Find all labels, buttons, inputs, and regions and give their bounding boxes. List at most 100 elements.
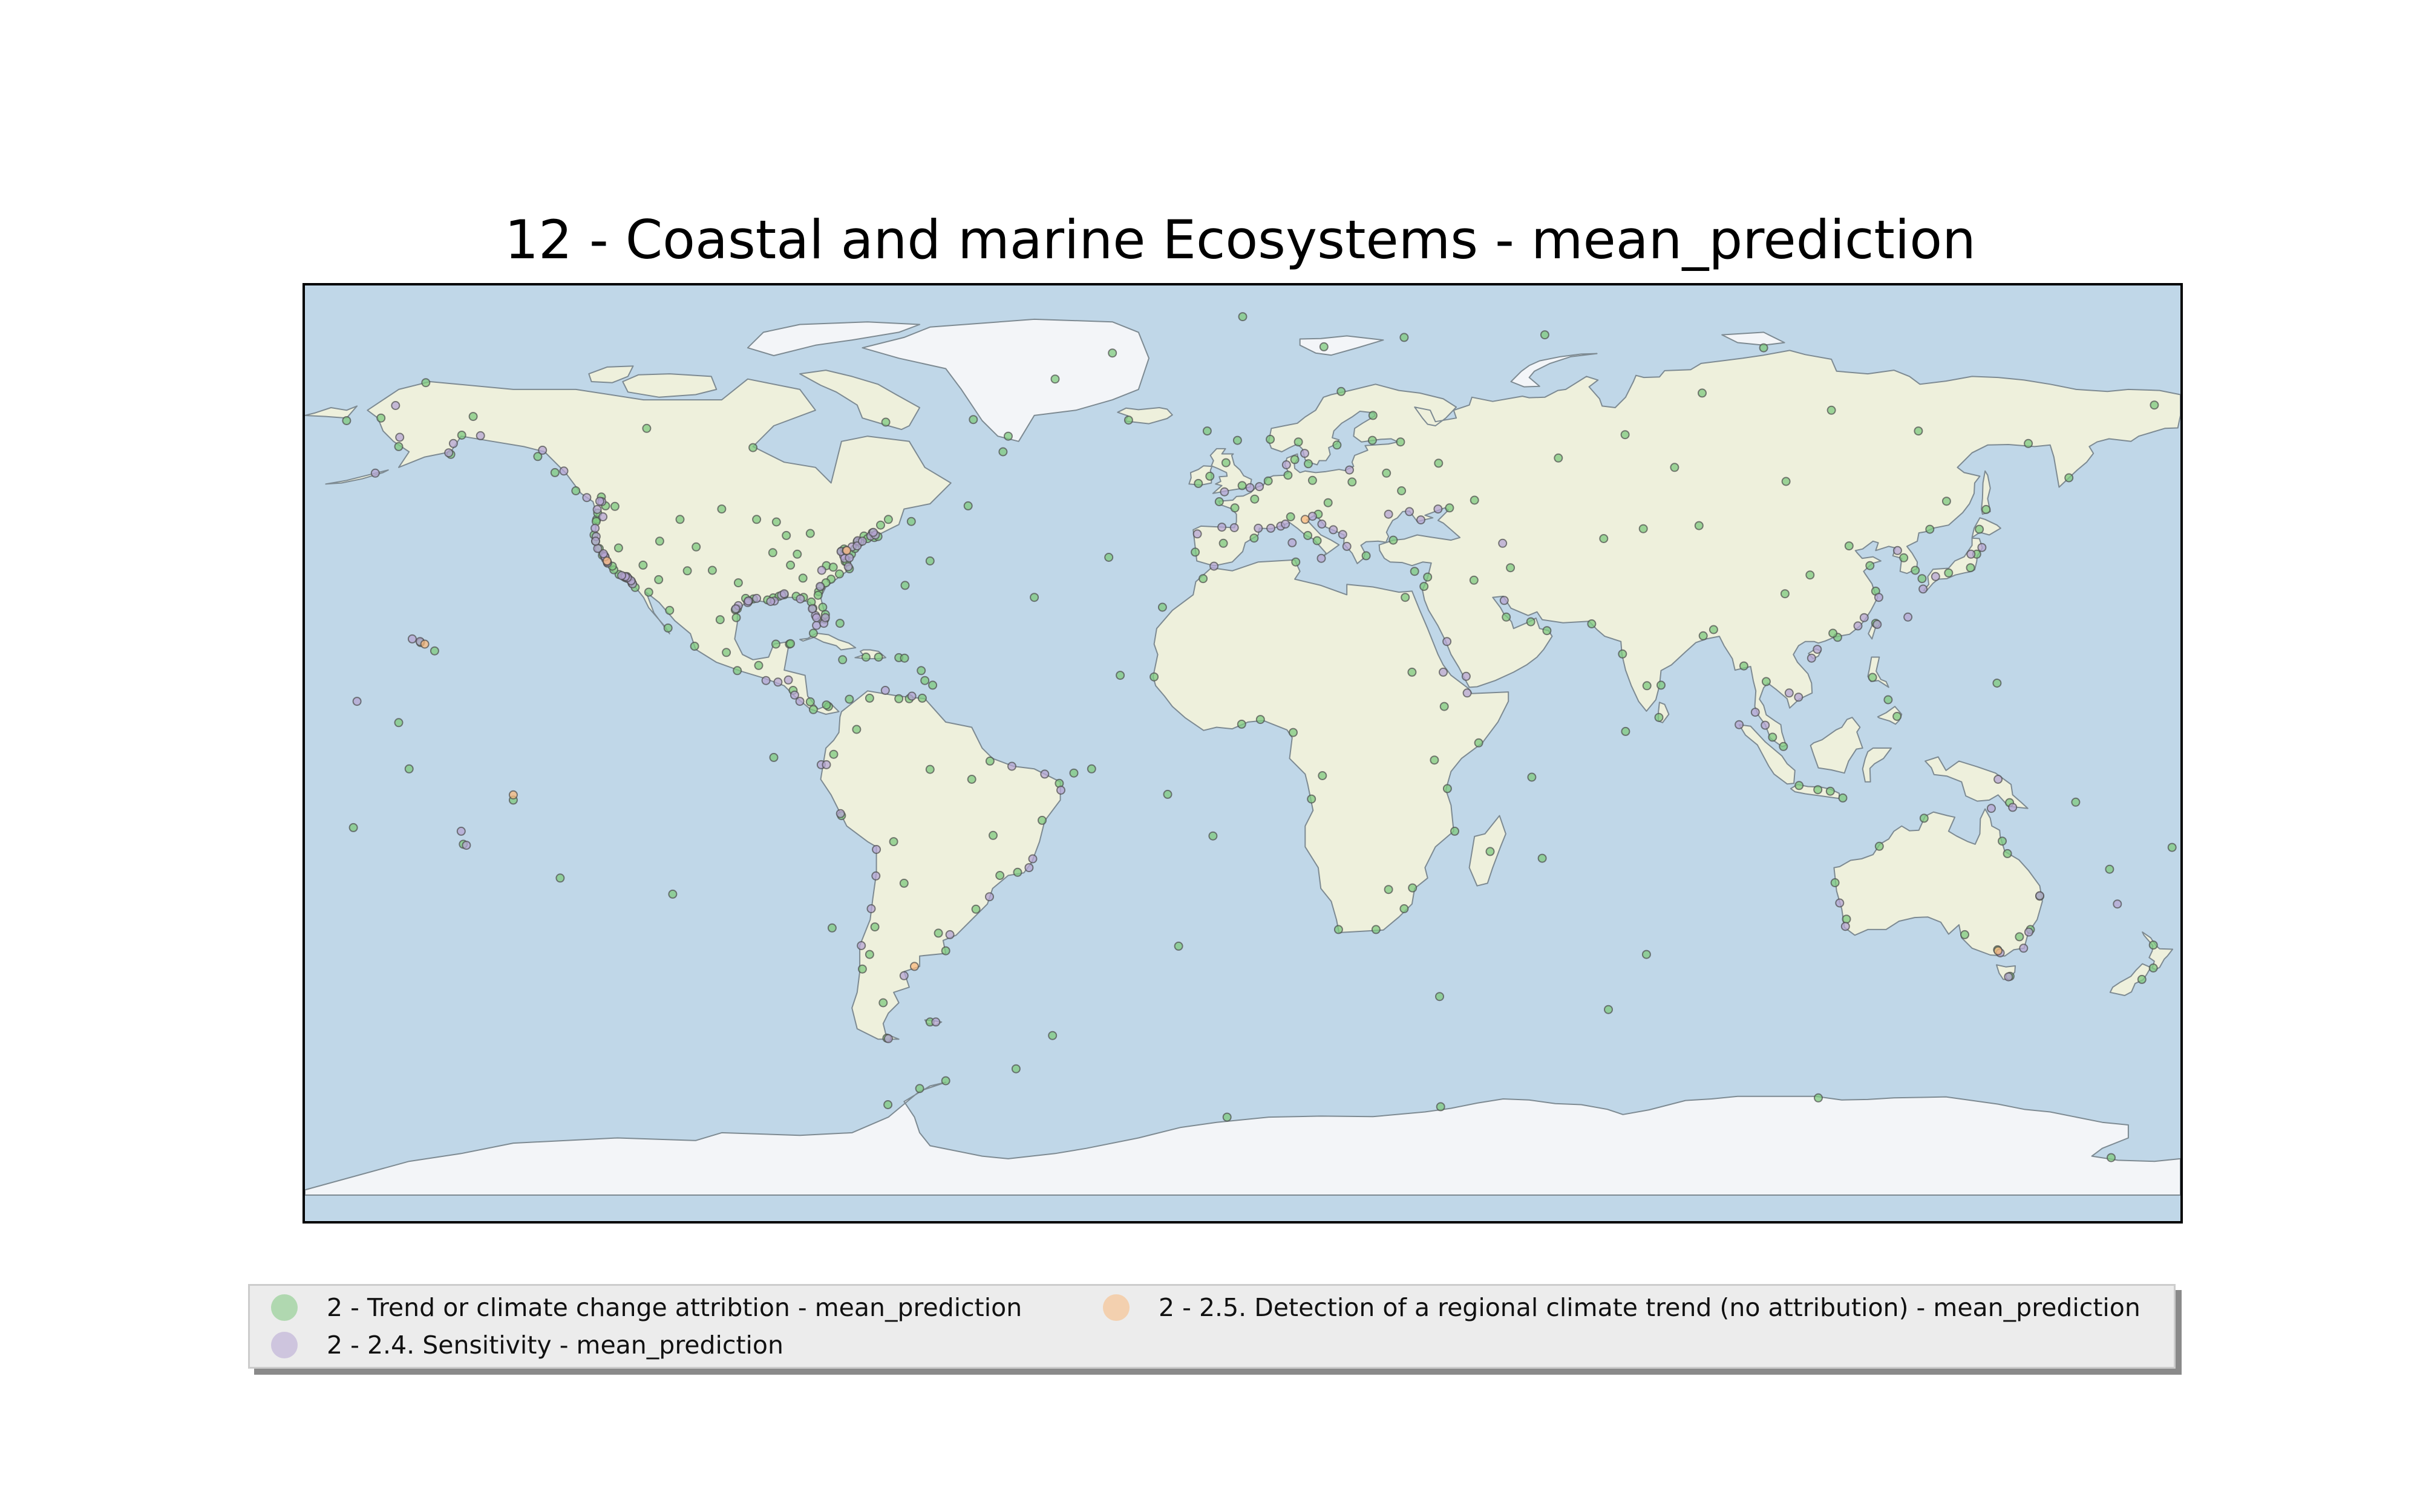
point-trend <box>707 565 717 575</box>
point-trend <box>985 756 995 766</box>
point-sensitivity <box>1442 637 1452 647</box>
point-trend <box>1116 671 1125 680</box>
point-trend <box>754 660 764 670</box>
point-trend <box>430 646 439 656</box>
point-trend <box>1401 593 1410 602</box>
point-trend <box>733 666 742 676</box>
point-sensitivity <box>783 675 793 685</box>
point-trend <box>900 653 909 663</box>
point-sensitivity <box>1229 523 1239 532</box>
legend-marker-trend <box>271 1294 298 1321</box>
point-trend <box>1621 726 1630 736</box>
point-trend <box>1436 1102 1445 1112</box>
point-trend <box>1506 563 1516 573</box>
point-trend <box>638 560 648 570</box>
point-trend <box>1439 702 1449 711</box>
point-trend <box>1526 617 1535 627</box>
point-detection <box>1300 515 1310 524</box>
point-trend <box>865 950 874 959</box>
point-trend <box>894 694 904 703</box>
point-sensitivity <box>1903 612 1913 622</box>
point-sensitivity <box>1281 520 1290 529</box>
point-trend <box>1914 426 1923 436</box>
point-trend <box>1445 503 1454 513</box>
point-sensitivity <box>391 401 401 410</box>
point-trend <box>348 823 358 832</box>
point-trend <box>1318 771 1327 780</box>
land-banks-island <box>588 365 634 383</box>
point-trend <box>835 569 844 579</box>
point-sensitivity <box>352 697 362 706</box>
point-trend <box>1347 477 1357 487</box>
point-sensitivity <box>1761 720 1770 730</box>
point-sensitivity <box>448 438 458 448</box>
point-trend <box>1469 575 1479 585</box>
point-trend <box>722 648 731 657</box>
point-trend <box>457 431 466 440</box>
point-trend <box>1642 681 1652 691</box>
point-sensitivity <box>1217 523 1227 532</box>
point-trend <box>1709 625 1718 634</box>
point-sensitivity <box>899 971 909 980</box>
point-sensitivity <box>843 562 853 572</box>
point-trend <box>963 501 973 510</box>
point-sensitivity <box>1220 487 1229 497</box>
legend-item-detection: 2 - 2.5. Detection of a regional climate… <box>1103 1293 2140 1322</box>
point-sensitivity <box>1499 596 1509 605</box>
point-sensitivity <box>1345 465 1354 475</box>
point-trend <box>1194 478 1203 488</box>
point-trend <box>1794 781 1804 790</box>
world-map <box>305 285 2180 1221</box>
point-trend <box>1289 728 1298 737</box>
point-trend <box>2137 974 2147 984</box>
point-sensitivity <box>1784 688 1794 698</box>
point-trend <box>1087 764 1096 774</box>
land-kamchatka-island-dummy <box>305 405 358 419</box>
point-trend <box>1048 1031 1058 1040</box>
point-trend <box>1123 415 1133 425</box>
point-sensitivity <box>1498 538 1508 548</box>
point-sensitivity <box>595 497 604 506</box>
point-trend <box>1434 458 1444 468</box>
point-trend <box>1874 841 1884 851</box>
point-trend <box>989 830 998 840</box>
point-trend <box>1237 719 1246 729</box>
point-trend <box>2024 438 2033 448</box>
point-trend <box>906 516 916 526</box>
point-trend <box>857 964 867 974</box>
point-trend <box>1485 847 1495 856</box>
point-trend <box>1038 815 1047 825</box>
point-trend <box>1618 649 1627 659</box>
point-sensitivity <box>1807 653 1816 663</box>
point-trend <box>1214 497 1224 506</box>
point-trend <box>1286 512 1295 521</box>
point-trend <box>1450 826 1459 836</box>
point-trend <box>827 923 837 933</box>
point-sensitivity <box>1462 688 1472 698</box>
point-trend <box>1307 475 1317 485</box>
point-trend <box>1781 477 1791 486</box>
point-trend <box>1813 785 1823 795</box>
point-trend <box>928 680 938 690</box>
point-trend <box>1998 836 2007 846</box>
point-trend <box>1844 541 1854 551</box>
point-sensitivity <box>866 904 876 913</box>
point-sensitivity <box>1874 593 1883 602</box>
point-sensitivity <box>779 589 789 599</box>
legend-item-sensitivity: 2 - 2.4. Sensitivity - mean_prediction <box>271 1331 783 1360</box>
point-trend <box>1191 547 1200 557</box>
point-trend <box>1238 312 1248 322</box>
point-trend <box>533 452 543 461</box>
point-trend <box>2064 473 2074 483</box>
point-trend <box>881 417 891 427</box>
land-greenland <box>862 318 1150 442</box>
point-sensitivity <box>790 690 799 700</box>
point-trend <box>920 676 930 685</box>
point-trend <box>771 639 780 649</box>
point-trend <box>883 1100 893 1109</box>
point-sensitivity <box>836 809 845 818</box>
point-sensitivity <box>1461 671 1471 681</box>
point-trend <box>2105 864 2114 874</box>
point-sensitivity <box>761 676 771 685</box>
point-trend <box>971 904 981 914</box>
